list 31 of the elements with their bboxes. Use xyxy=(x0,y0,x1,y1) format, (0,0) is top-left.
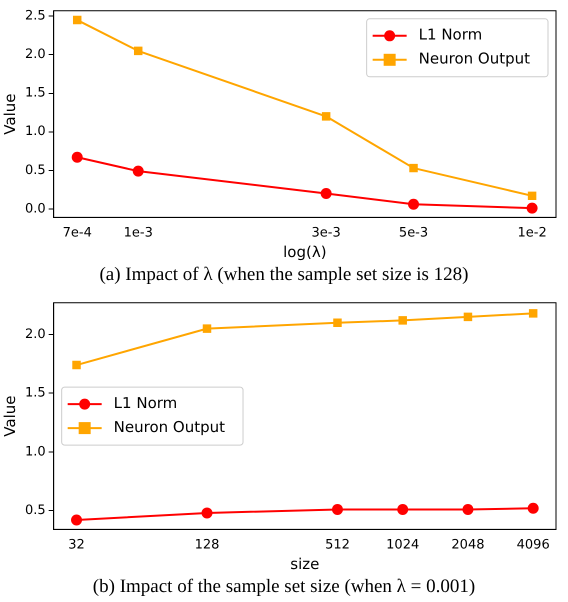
x-tick-label: 32 xyxy=(68,538,85,553)
y-tick-label: 0.5 xyxy=(24,162,46,178)
y-tick-label: 1.5 xyxy=(24,86,46,101)
x-tick-label: 2048 xyxy=(451,538,484,553)
x-tick-label: 3e-3 xyxy=(312,226,341,241)
y-axis-title: Value xyxy=(0,396,19,437)
legend-label: Neuron Output xyxy=(114,418,226,436)
y-tick-label: 0.0 xyxy=(24,201,46,216)
x-tick-label: 128 xyxy=(194,538,220,553)
legend-label: L1 Norm xyxy=(418,26,482,44)
text: (a) Impact of λ (when the sample set size is 128) xyxy=(98,263,470,287)
y-tick-label: 1.0 xyxy=(24,444,46,460)
text: (b) Impact of the sample set size (when λ = 0.001) xyxy=(92,575,476,599)
y-tick-label: 2.0 xyxy=(24,326,46,342)
x-tick-label: 5e-3 xyxy=(398,226,428,241)
x-axis-title: size xyxy=(290,554,320,573)
y-tick-label: 2.5 xyxy=(24,8,46,24)
y-tick-label: 1.5 xyxy=(24,386,46,401)
y-tick-label: 0.5 xyxy=(24,502,46,518)
x-tick-label: 7e-4 xyxy=(62,226,92,241)
y-tick-label: 2.0 xyxy=(24,47,46,62)
x-tick-label: 1024 xyxy=(386,538,420,553)
x-tick-label: 4096 xyxy=(516,538,550,553)
y-tick-label: 1.0 xyxy=(24,124,46,140)
x-tick-label: 512 xyxy=(325,538,350,553)
x-tick-label: 1e-2 xyxy=(517,226,547,241)
y-axis-title: Value xyxy=(0,94,19,135)
x-axis-title: log(λ) xyxy=(283,242,327,261)
legend-label: L1 Norm xyxy=(114,394,178,412)
legend-label: Neuron Output xyxy=(418,50,530,68)
x-tick-label: 1e-3 xyxy=(124,226,153,241)
